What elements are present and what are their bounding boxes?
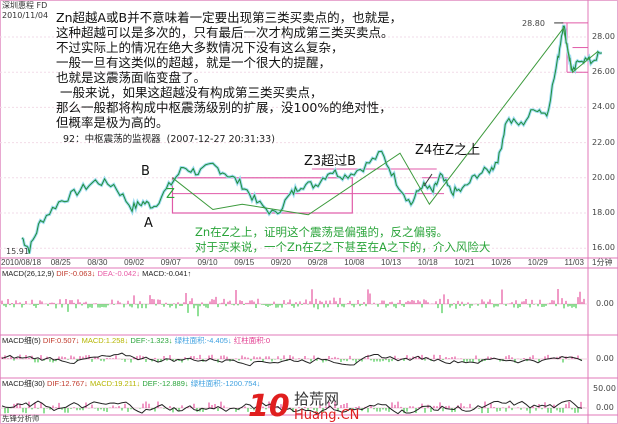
date-tick-label: 09/20 (270, 258, 291, 267)
macd3-zero-label: 0.00 (596, 403, 614, 412)
watermark-logo: 10 (248, 389, 290, 424)
note-line: 不过实际上的情况在绝大多数情况下没有这么复杂， (56, 40, 344, 55)
green-note-1: Zn在Z之上，证明这个震荡是偏强的，反之偏弱。 (195, 225, 449, 239)
note-source: 92：中枢震荡的监视器 (2007-12-27 20:31:33) (63, 134, 275, 145)
indicator-arrow: ↑ (187, 269, 192, 278)
label-z: Z (166, 187, 175, 202)
price-tick-label: 24.00 (592, 102, 615, 112)
macd1-zero-label: 0.00 (596, 299, 614, 308)
indicator-arrow: ↓ (227, 336, 234, 345)
price-tick-label: 20.00 (592, 172, 615, 182)
indicator-value: DIF:-0.063 (56, 269, 92, 278)
indicator-value: DIF:0.507 (42, 336, 76, 345)
date-tick-label: 10/26 (491, 258, 512, 267)
indicator-arrow: ↓ (256, 379, 261, 388)
note-line: 也就是这震荡面临变盘了。 (56, 70, 207, 85)
indicator-arrow: ↓ (184, 379, 191, 388)
indicator-value: DEA:-0.042 (97, 269, 137, 278)
watermark-domain: Huang.CN (294, 408, 360, 423)
label-b: B (141, 164, 150, 179)
watermark-site-name: 拾荒网 (294, 390, 340, 408)
label-z4: Z4在Z之上 (415, 143, 481, 158)
macd3-top-label: 50.00 (593, 384, 616, 393)
date-tick-label: 09/10 (197, 258, 218, 267)
date-tick-label: 11/03 (564, 258, 584, 267)
indicator-name: MACD细(30) (2, 379, 48, 388)
macd-panel-2-legend: MACD细(5) DIF:0.507↓ MACD:1.258↓ DEF:-1.3… (2, 337, 270, 345)
note-line: Zn超越A或B并不意味着一定要出现第三类买卖点的，也就是， (56, 10, 403, 25)
date-tick-label: 2010/08/18 (1, 258, 42, 267)
indicator-value: 红柱面积:0 (233, 336, 271, 345)
macd-dif-line (1, 399, 583, 415)
note-line: 一般来说，如果这超越没有构成第三类买卖点， (56, 85, 323, 100)
macd-dif-line (1, 352, 583, 367)
date-tick-label: 09/07 (160, 258, 181, 267)
indicator-value: MACD:-0.041 (142, 269, 188, 278)
indicator-value: MACD:19.211 (89, 379, 137, 388)
date-tick-label: 09/02 (124, 258, 145, 267)
min-price-label: 15.91 (6, 247, 29, 256)
zigzag-trend-line (172, 27, 599, 216)
indicator-value: 绿柱面积:-4.405 (174, 336, 228, 345)
price-tick-label: 18.00 (592, 208, 615, 217)
price-tick-label: 28.00 (592, 32, 615, 41)
indicator-arrow: ↓ (136, 379, 143, 388)
z4-pointer (423, 173, 433, 187)
indicator-value: MACD:1.258 (81, 336, 125, 345)
macd-panel-3-legend: MACD细(30) DIF:12.767↓ MACD:19.211↓ DEF:-… (2, 380, 260, 388)
note-line: 那么一般都将构成中枢震荡级别的扩展，没100%的绝对性， (56, 100, 392, 115)
date-tick-label: 08/25 (50, 258, 71, 267)
green-note-2: 对于买来说，一个Zn在Z之下甚至在A之下的，介入风险大 (195, 240, 491, 254)
stock-name: 深圳惠程 FD (2, 1, 48, 10)
macd2-zero-label: 0.00 (596, 354, 614, 363)
date-tick-label: 10/29 (527, 258, 548, 267)
label-z3: Z3超过B (304, 154, 357, 169)
indicator-arrow: ↓ (168, 336, 175, 345)
indicator-arrow: ↓ (75, 336, 82, 345)
max-price-label: 28.80 (522, 19, 545, 28)
price-line (21, 25, 602, 254)
note-line: 但概率是极为高的。 (56, 115, 169, 130)
date-tick-label: 09/28 (307, 258, 328, 267)
note-line: 一般一旦有这类似的超越，就是一个很大的提醒， (56, 55, 332, 70)
indicator-arrow: ↓ (84, 379, 90, 388)
indicator-value: 绿柱面积:-1200.754 (190, 379, 257, 388)
price-tick-label: 16.00 (592, 243, 615, 253)
indicator-name: MACD细(5) (2, 336, 43, 345)
date-tick-label: 10/18 (417, 258, 438, 267)
date-tick-label: 10/21 (454, 258, 475, 267)
indicator-arrow: ↓ (124, 336, 131, 345)
note-line: 这种超越可以是多次的，只有最后一次才构成第三类买卖点。 (56, 25, 394, 40)
price-tick-label: 22.00 (592, 137, 615, 147)
period-label[interactable]: 1分钟 (592, 258, 613, 267)
indicator-arrow: ↓ (91, 269, 98, 278)
chart-date: 2010/11/04 (2, 11, 49, 20)
indicator-value: DIF:12.767 (47, 379, 85, 388)
date-tick-label: 08/30 (87, 258, 108, 267)
date-tick-label: 10/08 (344, 258, 365, 267)
footer-label: 先锋分析师 (2, 414, 40, 423)
indicator-name: MACD(26,12,9) (2, 269, 57, 278)
macd-panel-1-legend: MACD(26,12,9) DIF:-0.063↓ DEA:-0.042↓ MA… (2, 270, 191, 278)
indicator-value: DEF:-12.889 (142, 379, 185, 388)
label-a: A (144, 216, 153, 231)
date-tick-label: 09/15 (234, 258, 255, 267)
indicator-arrow: ↓ (136, 269, 143, 278)
pivot-box-center (171, 177, 353, 214)
date-tick-label: 10/13 (381, 258, 402, 267)
indicator-value: DEF:-1.323 (130, 336, 169, 345)
price-tick-label: 26.00 (592, 67, 615, 77)
